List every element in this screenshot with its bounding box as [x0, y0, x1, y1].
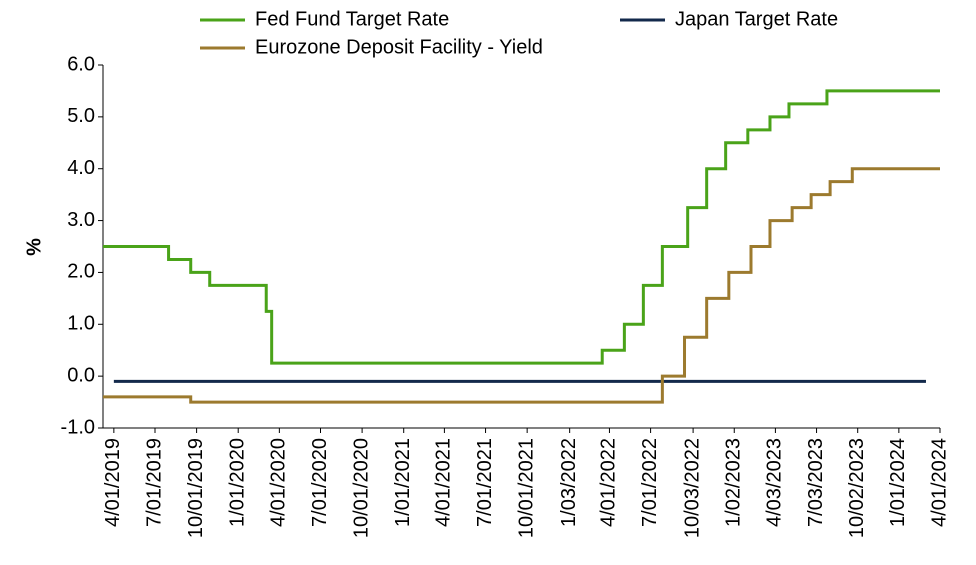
x-tick-label: 1/03/2022	[558, 438, 580, 527]
x-tick-label: 1/01/2024	[887, 438, 909, 527]
x-tick-label: 7/01/2021	[474, 438, 496, 527]
x-tick-label: 1/01/2021	[392, 438, 414, 527]
x-tick-label: 10/03/2022	[681, 438, 703, 538]
legend-label: Eurozone Deposit Facility - Yield	[255, 36, 543, 58]
x-tick-label: 1/02/2023	[723, 438, 745, 527]
x-tick-label: 4/03/2023	[764, 438, 786, 527]
x-tick-label: 7/03/2023	[805, 438, 827, 527]
x-tick-label: 10/01/2019	[185, 438, 207, 538]
y-tick-label: -1.0	[61, 416, 95, 438]
x-tick-label: 4/01/2024	[928, 438, 950, 527]
x-tick-label: 10/01/2020	[350, 438, 372, 538]
y-tick-label: 4.0	[67, 157, 95, 179]
x-tick-label: 7/01/2022	[639, 438, 661, 527]
x-tick-label: 4/01/2020	[268, 438, 290, 527]
y-axis-label: %	[23, 238, 45, 256]
y-tick-label: 1.0	[67, 313, 95, 335]
x-tick-label: 10/01/2021	[515, 438, 537, 538]
x-tick-label: 4/01/2019	[102, 438, 124, 527]
x-tick-label: 4/01/2021	[433, 438, 455, 527]
x-tick-label: 4/01/2022	[598, 438, 620, 527]
legend-label: Fed Fund Target Rate	[255, 8, 449, 30]
y-tick-label: 6.0	[67, 53, 95, 75]
y-tick-label: 5.0	[67, 105, 95, 127]
x-tick-label: 1/01/2020	[226, 438, 248, 527]
legend-label: Japan Target Rate	[675, 8, 838, 30]
y-tick-label: 0.0	[67, 364, 95, 386]
x-tick-label: 7/01/2019	[143, 438, 165, 527]
x-tick-label: 10/02/2023	[846, 438, 868, 538]
y-tick-label: 2.0	[67, 261, 95, 283]
x-tick-label: 7/01/2020	[309, 438, 331, 527]
series-line	[103, 167, 940, 404]
series-line	[103, 89, 940, 365]
y-tick-label: 3.0	[67, 209, 95, 231]
